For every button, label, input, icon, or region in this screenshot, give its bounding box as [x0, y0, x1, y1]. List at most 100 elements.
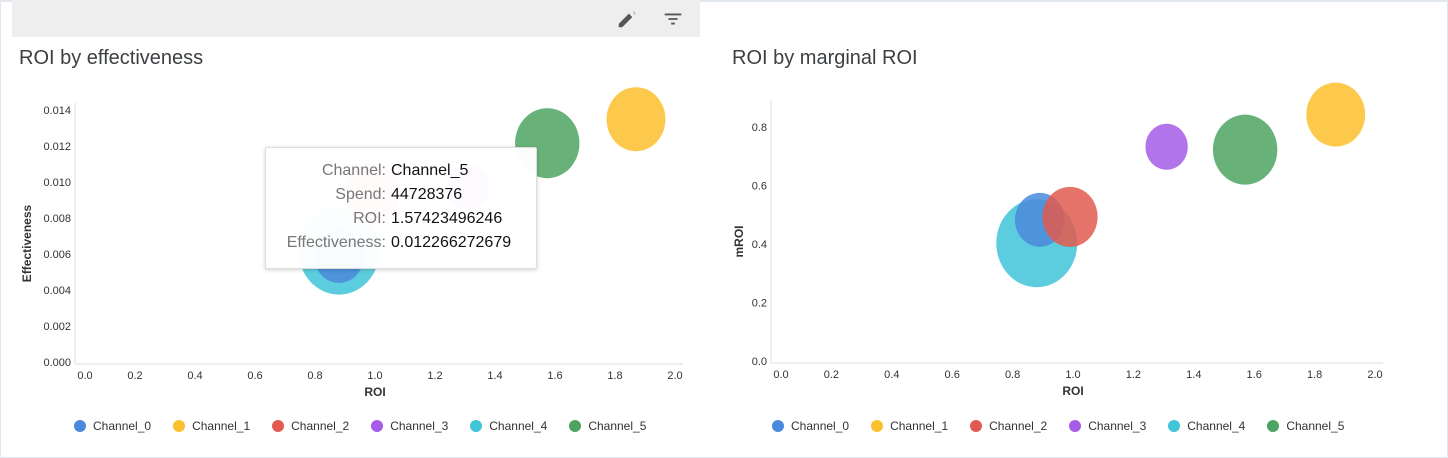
tooltip-key: Effectiveness: [286, 234, 386, 251]
legend-dot-icon [470, 420, 483, 432]
x-tick-label: 0.8 [1005, 369, 1020, 381]
legend-item-channel-2[interactable]: Channel_2 [272, 419, 349, 433]
filter-icon[interactable] [662, 8, 684, 30]
legend-dot-icon [772, 420, 784, 432]
y-tick-label: 0.2 [752, 298, 767, 310]
x-tick-label: 1.0 [367, 370, 382, 382]
x-tick-label: 0.4 [884, 369, 899, 381]
legend-dot-icon [871, 420, 884, 432]
legend-item-channel-4[interactable]: Channel_4 [1168, 419, 1245, 433]
x-tick-label: 0.2 [127, 370, 142, 382]
bubble-channel-1 [606, 87, 666, 152]
tooltip-value: 0.012266272679 [391, 234, 512, 251]
bubble-channel-3 [1145, 123, 1188, 170]
legend-item-channel-0[interactable]: Channel_0 [74, 419, 151, 433]
legend-item-channel-5[interactable]: Channel_5 [569, 419, 646, 433]
tooltip-key: Spend: [335, 186, 386, 203]
legend-label: Channel_5 [1286, 419, 1345, 433]
tooltip-row-roi: ROI: 1.57423496246 [266, 207, 536, 231]
pencil-icon[interactable] [616, 8, 638, 30]
x-tick-label: 1.8 [1307, 369, 1322, 381]
legend-label: Channel_4 [489, 419, 548, 433]
legend-label: Channel_2 [291, 419, 350, 433]
bubble-channel-1 [1306, 82, 1366, 147]
legend-label: Channel_3 [390, 419, 449, 433]
y-tick-label: 0.000 [43, 357, 71, 369]
x-tick-label: 1.2 [427, 370, 442, 382]
chart-title-effectiveness: ROI by effectiveness [19, 47, 204, 69]
x-tick-label: 1.6 [1247, 369, 1262, 381]
y-tick-label: 0.010 [43, 177, 71, 189]
legend-label: Channel_0 [791, 419, 850, 433]
tooltip: Channel: Channel_5 Spend: 44728376 ROI: 1.5… [265, 147, 537, 269]
legend-dot-icon [1069, 420, 1082, 432]
legend-item-channel-0[interactable]: Channel_0 [772, 419, 849, 433]
legend-dot-icon [173, 420, 186, 432]
x-tick-label: 0.8 [307, 370, 322, 382]
x-tick-label: 0.0 [77, 370, 92, 382]
tooltip-value: 1.57423496246 [391, 210, 503, 227]
x-tick-label: 0.4 [187, 370, 202, 382]
legend-item-channel-4[interactable]: Channel_4 [470, 419, 547, 433]
legend-label: Channel_2 [989, 419, 1048, 433]
tooltip-value: Channel_5 [391, 162, 469, 179]
y-axis-label: Effectiveness [20, 204, 34, 282]
y-tick-label: 0.008 [43, 213, 71, 225]
legend-label: Channel_1 [890, 419, 949, 433]
x-tick-label: 0.6 [247, 370, 262, 382]
y-tick-label: 0.8 [752, 122, 767, 134]
legend-item-channel-3[interactable]: Channel_3 [1069, 419, 1146, 433]
x-tick-label: 1.8 [607, 370, 622, 382]
x-axis-label: ROI [1062, 384, 1083, 398]
x-tick-label: 1.2 [1126, 369, 1141, 381]
tooltip-key: Channel: [321, 162, 386, 179]
legend-label: Channel_3 [1088, 419, 1147, 433]
legend-dot-icon [371, 420, 384, 432]
x-tick-label: 0.0 [773, 369, 788, 381]
legend-dot-icon [272, 420, 285, 432]
bubble-channel-5 [1212, 114, 1278, 185]
legend-dot-icon [1168, 420, 1181, 432]
x-tick-label: 2.0 [667, 370, 682, 382]
x-tick-label: 2.0 [1367, 369, 1382, 381]
x-axis-label: ROI [364, 385, 385, 399]
legend-dot-icon [1267, 420, 1280, 432]
legend-item-channel-2[interactable]: Channel_2 [970, 419, 1047, 433]
y-tick-label: 0.006 [43, 249, 71, 261]
legend-item-channel-3[interactable]: Channel_3 [371, 419, 448, 433]
legend-dot-icon [970, 420, 983, 432]
legend-label: Channel_5 [588, 419, 647, 433]
y-tick-label: 0.004 [43, 285, 71, 297]
legend-label: Channel_0 [93, 419, 152, 433]
chart-toolbar [12, 0, 700, 37]
y-tick-label: 0.0 [752, 356, 767, 368]
y-tick-label: 0.002 [43, 321, 71, 333]
chart-title-mroi: ROI by marginal ROI [732, 47, 918, 69]
tooltip-row-spend: Spend: 44728376 [266, 183, 536, 207]
legend-label: Channel_4 [1187, 419, 1246, 433]
x-tick-label: 0.2 [824, 369, 839, 381]
y-axis-label: mROI [732, 225, 746, 257]
legend-left: Channel_0 Channel_1 Channel_2 Channel_3 Chan… [74, 419, 668, 433]
y-tick-label: 0.014 [43, 105, 71, 117]
tooltip-row-channel: Channel: Channel_5 [266, 159, 536, 183]
y-tick-label: 0.012 [43, 141, 71, 153]
x-tick-label: 1.4 [487, 370, 502, 382]
legend-item-channel-5[interactable]: Channel_5 [1267, 419, 1344, 433]
y-tick-label: 0.4 [752, 239, 767, 251]
legend-right: Channel_0 Channel_1 Channel_2 Channel_3 Chan… [772, 419, 1366, 433]
legend-item-channel-1[interactable]: Channel_1 [871, 419, 948, 433]
bubble-channel-2 [1042, 186, 1098, 247]
legend-label: Channel_1 [192, 419, 251, 433]
y-tick-label: 0.6 [752, 181, 767, 193]
legend-dot-icon [74, 420, 86, 432]
x-tick-label: 0.6 [945, 369, 960, 381]
tooltip-row-effectiveness: Effectiveness: 0.012266272679 [266, 231, 536, 255]
tooltip-key: ROI: [353, 210, 386, 227]
legend-item-channel-1[interactable]: Channel_1 [173, 419, 250, 433]
legend-dot-icon [569, 420, 582, 432]
x-tick-label: 1.4 [1186, 369, 1201, 381]
tooltip-value: 44728376 [391, 186, 463, 203]
x-tick-label: 1.0 [1065, 369, 1080, 381]
